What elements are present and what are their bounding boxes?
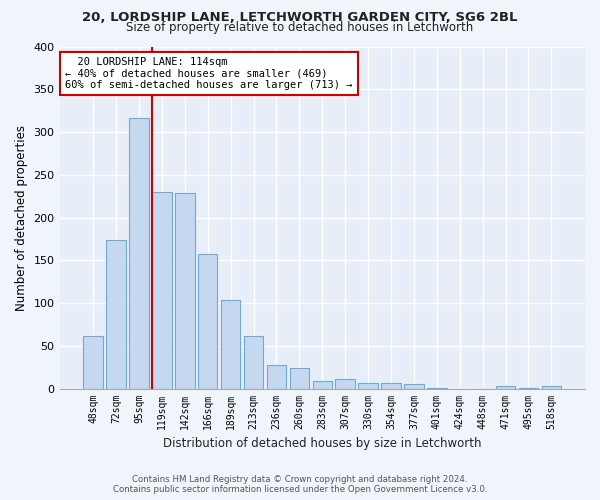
Bar bbox=[496, 386, 515, 388]
Bar bbox=[221, 300, 241, 388]
Text: 20, LORDSHIP LANE, LETCHWORTH GARDEN CITY, SG6 2BL: 20, LORDSHIP LANE, LETCHWORTH GARDEN CIT… bbox=[82, 11, 518, 24]
Bar bbox=[358, 384, 378, 388]
X-axis label: Distribution of detached houses by size in Letchworth: Distribution of detached houses by size … bbox=[163, 437, 482, 450]
Bar bbox=[290, 368, 309, 388]
Bar bbox=[175, 192, 194, 388]
Bar bbox=[83, 336, 103, 388]
Bar bbox=[335, 379, 355, 388]
Bar bbox=[381, 384, 401, 388]
Bar bbox=[244, 336, 263, 388]
Bar bbox=[267, 364, 286, 388]
Bar bbox=[152, 192, 172, 388]
Bar bbox=[106, 240, 126, 388]
Text: Contains HM Land Registry data © Crown copyright and database right 2024.
Contai: Contains HM Land Registry data © Crown c… bbox=[113, 474, 487, 494]
Text: Size of property relative to detached houses in Letchworth: Size of property relative to detached ho… bbox=[127, 22, 473, 35]
Bar bbox=[404, 384, 424, 388]
Bar bbox=[198, 254, 217, 388]
Text: 20 LORDSHIP LANE: 114sqm
← 40% of detached houses are smaller (469)
60% of semi-: 20 LORDSHIP LANE: 114sqm ← 40% of detach… bbox=[65, 57, 352, 90]
Bar bbox=[129, 118, 149, 388]
Bar bbox=[542, 386, 561, 388]
Bar bbox=[313, 381, 332, 388]
Y-axis label: Number of detached properties: Number of detached properties bbox=[15, 124, 28, 310]
